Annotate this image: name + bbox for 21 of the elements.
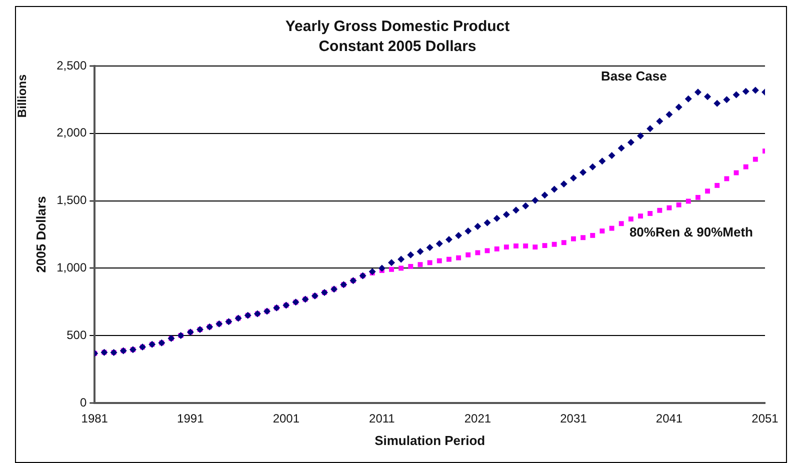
series-label: Base Case <box>601 68 667 84</box>
y-axis-title: 2005 Dollars <box>33 196 48 273</box>
x-tick-label: 2011 <box>369 412 396 426</box>
x-tick-label: 2001 <box>272 412 300 426</box>
chart-subtitle: Constant 2005 Dollars <box>318 38 476 56</box>
y-tick-label: 2,000 <box>56 126 87 140</box>
x-tick-label: 2031 <box>560 412 588 426</box>
x-tick-label: 1991 <box>177 412 204 426</box>
chart-title: Yearly Gross Domestic Product <box>285 18 510 36</box>
x-tick-label: 2051 <box>752 412 779 426</box>
text: Billions <box>14 74 29 118</box>
y-tick-label: 2,500 <box>56 58 87 72</box>
x-axis-title: Simulation Period <box>374 432 486 448</box>
y-tick-label: 500 <box>66 328 87 342</box>
y-tick-label: 1,000 <box>56 260 87 275</box>
x-tick-label: 1981 <box>81 412 108 426</box>
x-tick-label: 2021 <box>464 412 492 426</box>
series-label: 80%Ren & 90%Meth <box>629 224 754 240</box>
y-tick-label: 0 <box>80 395 87 410</box>
x-tick-label: 2041 <box>656 412 683 426</box>
y-tick-label: 1,500 <box>56 193 87 208</box>
